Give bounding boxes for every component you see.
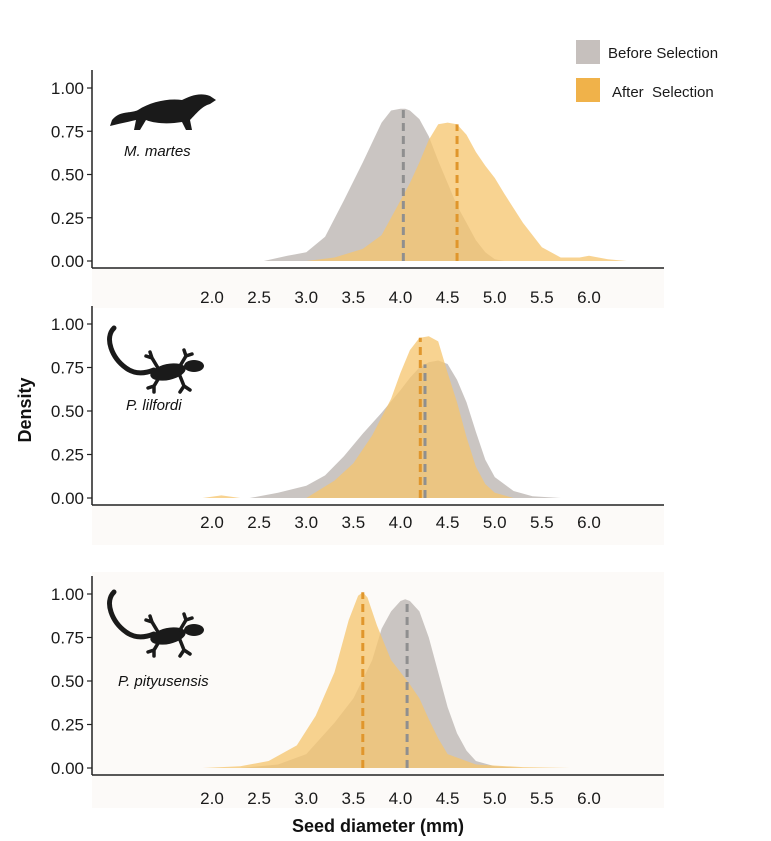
y-axis-title: Density	[15, 377, 35, 442]
x-tick-label: 5.0	[483, 789, 507, 808]
x-tick-label: 4.5	[436, 513, 460, 532]
y-tick-label: 0.75	[51, 629, 84, 648]
x-tick-label: 3.5	[342, 789, 366, 808]
x-tick-label: 3.0	[294, 513, 318, 532]
y-tick-label: 0.25	[51, 446, 84, 465]
x-tick-label: 4.0	[389, 789, 413, 808]
density-marks: 0.00 0.25 0.50 0.75 1.00 2.0 2.5 3.0 3.5 4.0 4.5 5.…	[51, 70, 664, 307]
x-tick-label: 4.0	[389, 288, 413, 307]
panel-background	[92, 268, 664, 308]
species-label: P. lilfordi	[126, 397, 182, 414]
density-area-after	[306, 122, 627, 261]
lizard-silhouette-icon	[110, 328, 204, 392]
legend-swatch-before	[576, 40, 600, 64]
y-tick-label: 0.00	[51, 489, 84, 508]
panel-background	[92, 505, 664, 545]
density-marks: 0.00 0.25 0.50 0.75 1.00 2.0 2.5 3.0 3.5 4.0 4.5 5.…	[51, 576, 664, 808]
x-tick-label: 5.0	[483, 288, 507, 307]
x-tick-label: 2.5	[247, 288, 271, 307]
x-tick-label: 6.0	[577, 789, 601, 808]
density-area-after	[202, 336, 514, 498]
y-tick-label: 0.75	[51, 359, 84, 378]
x-tick-label: 3.5	[342, 288, 366, 307]
y-tick-label: 0.00	[51, 759, 84, 778]
x-tick-label: 2.0	[200, 513, 224, 532]
panel-p-pityusensis: 0.00 0.25 0.50 0.75 1.00 2.0 2.5 3.0 3.5 4.0 4.5 5.…	[51, 572, 664, 808]
density-area-after	[202, 592, 571, 768]
legend-swatch-after	[576, 78, 600, 102]
x-tick-label: 2.5	[247, 513, 271, 532]
y-tick-label: 1.00	[51, 315, 84, 334]
legend-label-before: Before Selection	[608, 45, 718, 62]
x-tick-label: 4.5	[436, 288, 460, 307]
y-tick-label: 1.00	[51, 585, 84, 604]
marten-silhouette-icon	[110, 94, 216, 130]
y-tick-label: 0.75	[51, 122, 84, 141]
x-tick-label: 6.0	[577, 288, 601, 307]
density-marks: 0.00 0.25 0.50 0.75 1.00 2.0 2.5 3.0 3.5 4.0 4.5 5.…	[51, 306, 664, 532]
panel-m-martes: 0.00 0.25 0.50 0.75 1.00 2.0 2.5 3.0 3.5 4.0 4.5 5.…	[51, 70, 664, 308]
y-tick-label: 1.00	[51, 79, 84, 98]
legend: Before Selection After Selection	[576, 40, 718, 102]
x-tick-label: 5.0	[483, 513, 507, 532]
x-tick-label: 3.5	[342, 513, 366, 532]
x-tick-label: 3.0	[294, 288, 318, 307]
x-tick-label: 6.0	[577, 513, 601, 532]
x-tick-label: 2.0	[200, 789, 224, 808]
species-label: P. pityusensis	[118, 673, 209, 690]
x-tick-label: 5.5	[530, 288, 554, 307]
x-tick-label: 2.5	[247, 789, 271, 808]
y-tick-label: 0.50	[51, 166, 84, 185]
y-tick-label: 0.25	[51, 209, 84, 228]
x-tick-label: 5.5	[530, 789, 554, 808]
panel-p-lilfordi: 0.00 0.25 0.50 0.75 1.00 2.0 2.5 3.0 3.5 4.0 4.5 5.…	[51, 306, 664, 545]
x-tick-label: 4.0	[389, 513, 413, 532]
x-tick-label: 2.0	[200, 288, 224, 307]
legend-label-after: After Selection	[612, 84, 714, 101]
y-tick-label: 0.50	[51, 402, 84, 421]
y-tick-label: 0.00	[51, 252, 84, 271]
x-axis-title: Seed diameter (mm)	[292, 816, 464, 836]
y-tick-label: 0.50	[51, 672, 84, 691]
x-tick-label: 4.5	[436, 789, 460, 808]
x-tick-label: 5.5	[530, 513, 554, 532]
x-tick-label: 3.0	[294, 789, 318, 808]
species-label: M. martes	[124, 143, 191, 160]
y-tick-label: 0.25	[51, 716, 84, 735]
